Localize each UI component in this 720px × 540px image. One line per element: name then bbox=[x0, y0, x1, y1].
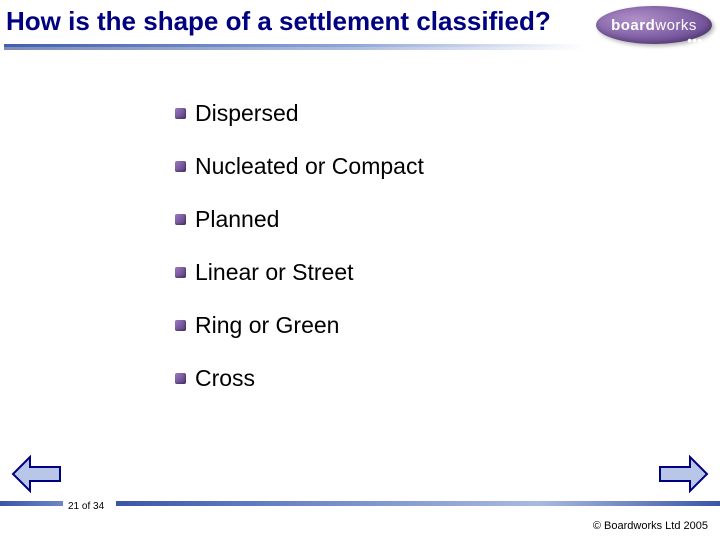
header: How is the shape of a settlement classif… bbox=[0, 0, 720, 66]
page-indicator: 21 of 34 bbox=[66, 501, 106, 512]
bullet-icon bbox=[175, 108, 186, 119]
copyright-text: © Boardworks Ltd 2005 bbox=[593, 520, 708, 532]
bullet-label: Planned bbox=[195, 206, 279, 233]
bullet-label: Ring or Green bbox=[195, 312, 339, 339]
bullet-icon bbox=[175, 214, 186, 225]
boardworks-logo: boardworks ••• bbox=[596, 6, 712, 50]
bullet-icon bbox=[175, 267, 186, 278]
list-item: Planned bbox=[175, 206, 680, 233]
bullet-icon bbox=[175, 320, 186, 331]
bullet-label: Linear or Street bbox=[195, 259, 354, 286]
list-item: Cross bbox=[175, 365, 680, 392]
logo-dots-icon: ••• bbox=[687, 32, 702, 48]
bullet-icon bbox=[175, 161, 186, 172]
footer-divider bbox=[0, 501, 720, 506]
page-title: How is the shape of a settlement classif… bbox=[6, 6, 551, 37]
bullet-icon bbox=[175, 373, 186, 384]
arrow-left-icon bbox=[10, 454, 64, 494]
arrow-right-icon bbox=[656, 454, 710, 494]
title-underline bbox=[4, 44, 584, 50]
list-item: Linear or Street bbox=[175, 259, 680, 286]
list-item: Dispersed bbox=[175, 100, 680, 127]
bullet-label: Dispersed bbox=[195, 100, 299, 127]
next-button[interactable] bbox=[656, 454, 710, 494]
bullet-label: Cross bbox=[195, 365, 255, 392]
prev-button[interactable] bbox=[10, 454, 64, 494]
bullet-list: Dispersed Nucleated or Compact Planned L… bbox=[175, 100, 680, 418]
bullet-label: Nucleated or Compact bbox=[195, 153, 424, 180]
list-item: Nucleated or Compact bbox=[175, 153, 680, 180]
list-item: Ring or Green bbox=[175, 312, 680, 339]
